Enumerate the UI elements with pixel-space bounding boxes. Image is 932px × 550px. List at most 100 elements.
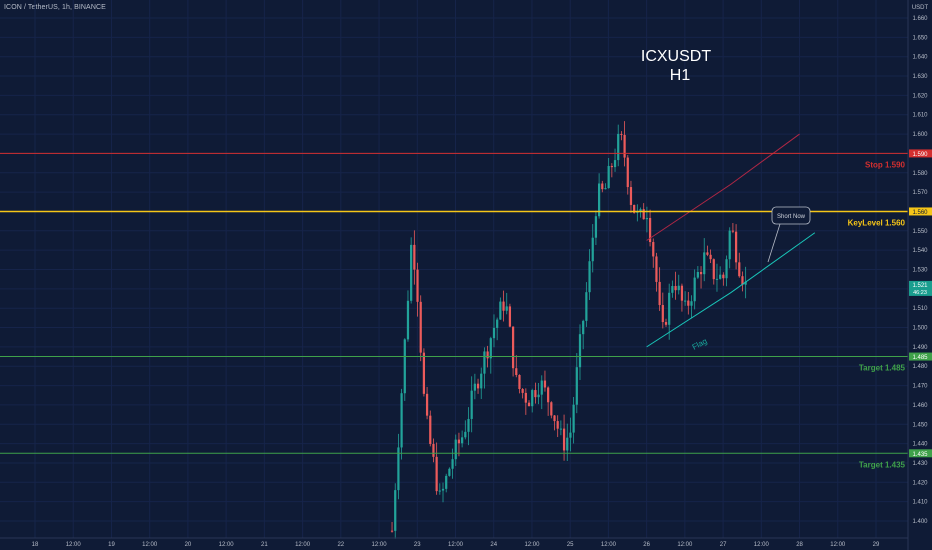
callout-pointer [767,223,781,263]
candle-body [496,319,499,328]
price-tag-label: 1.560 [912,210,928,216]
countdown-label: 46:23 [913,290,927,296]
candle-body [664,322,668,325]
candle-body [706,252,709,255]
price-tick-label: 1.400 [912,519,928,525]
price-tick-label: 1.470 [912,384,928,390]
time-tick-label: 25 [567,542,574,548]
price-tick-label: 1.640 [912,55,928,61]
time-tick-label: 12:00 [448,542,464,548]
candle-body [588,261,591,293]
candle-body [422,352,426,394]
target1-label: Target 1.485 [859,364,906,373]
candle-body [457,439,461,444]
candle-body [684,300,687,302]
candle-body [655,256,658,282]
symbol-name: ICON / TetherUS [4,4,58,11]
candle-body [508,306,512,327]
candle-body [419,301,422,353]
candle-body [722,274,725,279]
time-tick-label: 24 [490,542,497,548]
candle-body [483,351,486,374]
price-tick-label: 1.570 [912,190,928,196]
price-tag-box [909,352,932,361]
candle-body [658,281,661,306]
candle-body [709,254,712,260]
candle-body [543,380,547,388]
time-tick-label: 12:00 [524,542,540,548]
candle-body [521,389,524,393]
candle-body [677,285,680,291]
candle-body [534,390,537,398]
time-tick-label: 21 [261,542,268,548]
candle-body [690,301,693,306]
candle-body [390,530,394,532]
candle-body [744,281,747,285]
candle-body [610,165,613,168]
candle-body [448,468,451,476]
current-price-label: 1.521 [912,283,928,289]
candle-body [575,367,578,405]
candle-body [578,334,582,368]
time-tick-label: 12:00 [601,542,617,548]
currency-label: USDT [912,5,929,11]
time-tick-label: 27 [720,542,727,548]
candle-body [406,300,410,340]
candle-body [515,368,518,375]
time-tick-label: 19 [108,542,115,548]
candle-body [623,134,626,158]
candle-body [492,327,496,339]
levels-layer [0,133,908,454]
candle-body [486,351,489,359]
candle-body [645,217,649,220]
time-tick-label: 12:00 [66,542,82,548]
price-tag-label: 1.435 [912,452,928,458]
candle-body [438,490,441,492]
price-tag-label: 1.485 [912,355,928,361]
candle-body [464,431,467,438]
candle-body [454,439,457,460]
price-axis-panel [908,0,932,550]
price-tag-box [909,207,932,216]
time-tick-label: 28 [796,542,803,548]
candle-body [572,404,575,433]
candle-body [556,421,559,429]
candle-body [652,242,655,257]
price-tick-label: 1.620 [912,93,928,99]
candle-body [441,488,445,491]
key-level-label: KeyLevel 1.560 [848,218,906,227]
price-tick-label: 1.410 [912,500,928,506]
candle-body [671,286,674,293]
candle-body [505,306,508,311]
candle-body [435,456,438,492]
candle-body [413,244,416,270]
price-tag-label: 1.590 [912,152,928,158]
candle-body [728,230,731,260]
time-tick-label: 12:00 [219,542,235,548]
candles-layer [390,121,747,539]
chart-title-line2: H1 [670,67,691,84]
candle-body [562,428,566,451]
candle-body [489,338,492,359]
price-tick-label: 1.480 [912,364,928,370]
candle-body [734,231,738,263]
price-tick-label: 1.650 [912,35,928,41]
price-tick-label: 1.550 [912,229,928,235]
candle-body [699,272,703,275]
candle-body [642,209,645,220]
candle-body [527,402,531,407]
candle-body [719,274,722,279]
candle-body [476,383,480,389]
candle-body [668,292,671,325]
price-tick-label: 1.440 [912,442,928,448]
price-tick-label: 1.580 [912,171,928,177]
time-tick-label: 12:00 [142,542,158,548]
candle-body [480,373,483,389]
symbol-timeframe: 1h [61,4,70,11]
candle-body [620,133,623,135]
candle-body [550,402,553,416]
time-tick-label: 12:00 [754,542,770,548]
candle-body [629,187,633,205]
